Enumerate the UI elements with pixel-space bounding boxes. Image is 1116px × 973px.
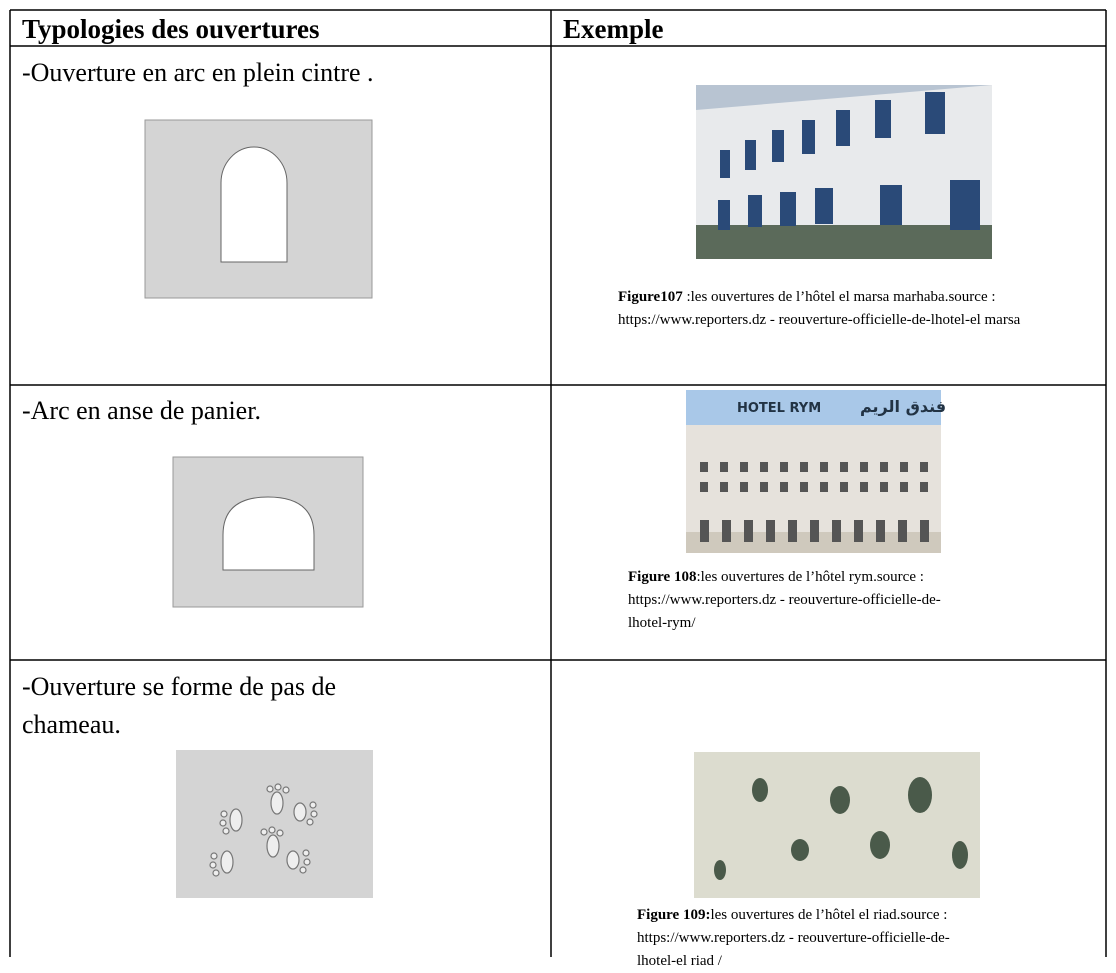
- figure-caption: Figure 108:les ouvertures de l’hôtel rym…: [628, 566, 948, 635]
- figure-label: Figure 108: [628, 569, 697, 585]
- arch-drawing: [144, 119, 373, 299]
- typology: -Ouverture se forme de pas de chameau.: [22, 672, 337, 739]
- sign-text: فندق الريم: [860, 397, 946, 416]
- caption-text: :les ouvertures de l’hôtel el marsa marh…: [618, 289, 1021, 328]
- figure-label: Figure 109:: [637, 907, 711, 923]
- sign-text: HOTEL RYM: [737, 401, 821, 416]
- hotel-photo: HOTEL RYM فندق الريم: [686, 390, 946, 553]
- figure-caption: Figure 109:les ouvertures de l’hôtel el …: [637, 904, 977, 973]
- column-header: Typologies des ouvertures: [22, 14, 320, 44]
- hotel-photo: [696, 85, 992, 259]
- typology: -Ouverture en arc en plein cintre .: [22, 58, 374, 87]
- caption-text: :les ouvertures de l’hôtel rym.source : …: [628, 569, 941, 631]
- figure-caption: Figure107 :les ouvertures de l’hôtel el …: [618, 286, 1068, 332]
- figure-label: Figure107: [618, 289, 683, 305]
- column-header: Exemple: [563, 14, 664, 44]
- basket-arch-drawing: [172, 456, 364, 608]
- typology: -Arc en anse de panier.: [22, 396, 261, 425]
- facade-photo: [694, 752, 980, 898]
- table-borders: [9, 9, 1107, 957]
- footprint-drawing: [176, 750, 373, 898]
